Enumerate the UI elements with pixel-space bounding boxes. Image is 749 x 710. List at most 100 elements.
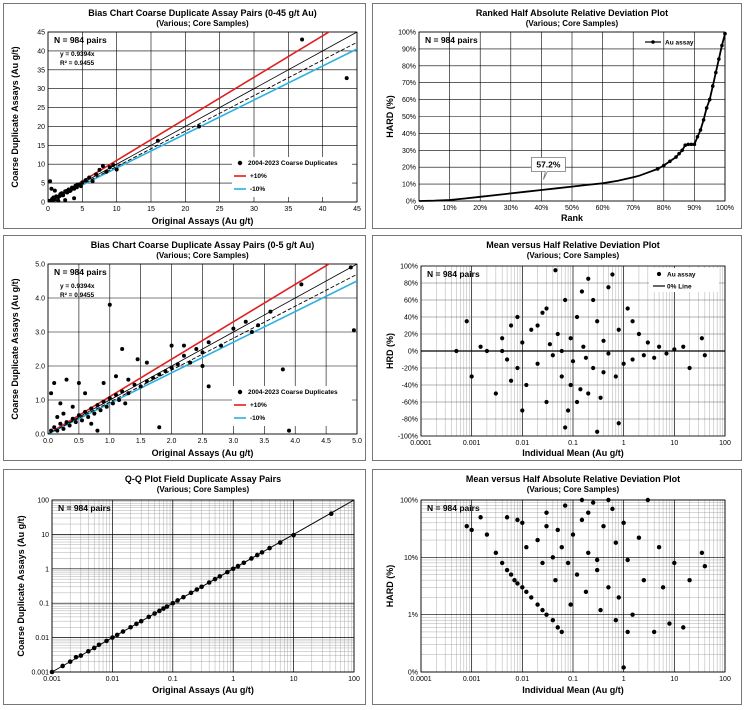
- data-point: [52, 381, 57, 385]
- x-tick-label: 20%: [473, 205, 487, 212]
- y-tick-label: 0%: [406, 199, 416, 206]
- plot-clip-group: [48, 264, 357, 434]
- y-tick-label: 70%: [402, 80, 416, 87]
- data-point: [540, 560, 545, 566]
- x-tick-label: 0.001: [43, 676, 61, 683]
- data-point: [55, 415, 60, 419]
- data-point: [268, 309, 273, 314]
- data-point: [104, 404, 109, 409]
- y-axis-label: HARD (%): [385, 95, 395, 138]
- data-point: [672, 560, 677, 566]
- data-point: [598, 607, 603, 613]
- panel-mean-hrd: Mean versus Half Relative Deviation Plot…: [372, 235, 742, 461]
- data-point: [90, 179, 95, 184]
- data-point: [578, 387, 583, 392]
- data-point: [613, 540, 619, 545]
- data-point: [73, 420, 78, 425]
- data-point: [508, 323, 514, 328]
- data-point: [188, 590, 194, 596]
- data-point: [67, 423, 72, 428]
- y-tick-label: 20%: [404, 332, 418, 339]
- y-tick-label: 20: [37, 124, 45, 131]
- chart-subtitle: (Various; Core Samples): [527, 251, 620, 260]
- regression-equation: y = 0.9394x: [60, 51, 95, 58]
- data-point: [243, 319, 248, 324]
- data-point: [89, 406, 94, 411]
- panel-ranked-hard: Ranked Half Absolute Relative Deviation …: [372, 3, 742, 229]
- y-tick-label: 10: [37, 162, 45, 169]
- panel-qq-plot: Q-Q Plot Field Duplicate Assay Pairs (Var…: [3, 469, 366, 705]
- data-point: [512, 577, 517, 583]
- data-point: [107, 165, 112, 170]
- data-point: [61, 411, 66, 416]
- data-point: [164, 604, 170, 609]
- data-point: [702, 353, 707, 358]
- chart-subtitle: (Various; Core Samples): [157, 485, 250, 494]
- data-point: [515, 365, 520, 371]
- data-point: [111, 162, 116, 167]
- plot-area: [47, 263, 358, 435]
- x-axis-label: Original Assays (Au g/t): [152, 685, 254, 695]
- data-point: [681, 344, 686, 349]
- x-tick-label: 15: [147, 206, 155, 213]
- data-point: [555, 527, 560, 533]
- y-tick-label: 50%: [402, 114, 416, 121]
- data-point: [714, 70, 718, 75]
- x-tick-label: 60%: [596, 205, 610, 212]
- x-tick-label: 0.1: [568, 440, 578, 447]
- data-point: [500, 336, 505, 341]
- data-point: [83, 178, 88, 183]
- y-tick-label: 0.1: [39, 601, 49, 608]
- data-point: [655, 167, 660, 171]
- data-point: [48, 199, 51, 202]
- x-tick-label: 5: [80, 206, 84, 213]
- regression-line: [48, 41, 357, 202]
- data-point: [568, 382, 573, 388]
- data-point: [707, 97, 712, 102]
- data-point: [601, 338, 606, 343]
- data-point: [500, 348, 505, 354]
- data-point: [493, 550, 499, 555]
- legend-points: Au assay: [667, 272, 696, 279]
- data-point: [559, 629, 564, 635]
- x-tick-label: 20: [181, 206, 189, 213]
- data-point: [681, 625, 686, 630]
- data-point: [155, 138, 160, 143]
- x-tick-label: 1: [622, 676, 626, 683]
- data-point: [241, 560, 247, 566]
- data-point: [540, 607, 545, 613]
- data-point: [553, 577, 558, 583]
- data-point: [299, 282, 304, 287]
- plot-area: [420, 499, 726, 673]
- data-point: [586, 276, 591, 281]
- x-tick-label: 2.5: [198, 438, 208, 445]
- data-point: [79, 418, 84, 423]
- data-point: [300, 37, 305, 42]
- x-tick-label: 2.0: [167, 438, 177, 445]
- data-point: [662, 163, 666, 168]
- data-point: [544, 399, 549, 405]
- y-tick-label: 30%: [402, 148, 416, 155]
- x-tick-label: 4.5: [321, 438, 331, 445]
- data-point: [515, 581, 520, 586]
- data-point: [636, 535, 642, 540]
- data-point: [73, 654, 79, 660]
- legend-minus10: -10%: [250, 415, 265, 422]
- data-point: [157, 608, 162, 614]
- legend-points: 2004-2023 Coarse Duplicates: [248, 160, 338, 167]
- data-point: [625, 557, 630, 563]
- data-point: [68, 188, 73, 193]
- legend-series: Au assay: [665, 40, 694, 47]
- data-point: [76, 413, 81, 418]
- x-tick-label: 0.5: [74, 438, 84, 445]
- data-point: [117, 398, 122, 402]
- data-point: [686, 142, 691, 147]
- data-point: [151, 375, 156, 380]
- data-point: [61, 193, 66, 198]
- data-point: [616, 595, 621, 600]
- data-point: [544, 523, 549, 529]
- data-point: [95, 428, 100, 433]
- y-tick-label: 80%: [402, 63, 416, 70]
- data-point: [169, 343, 174, 348]
- data-point: [687, 365, 692, 371]
